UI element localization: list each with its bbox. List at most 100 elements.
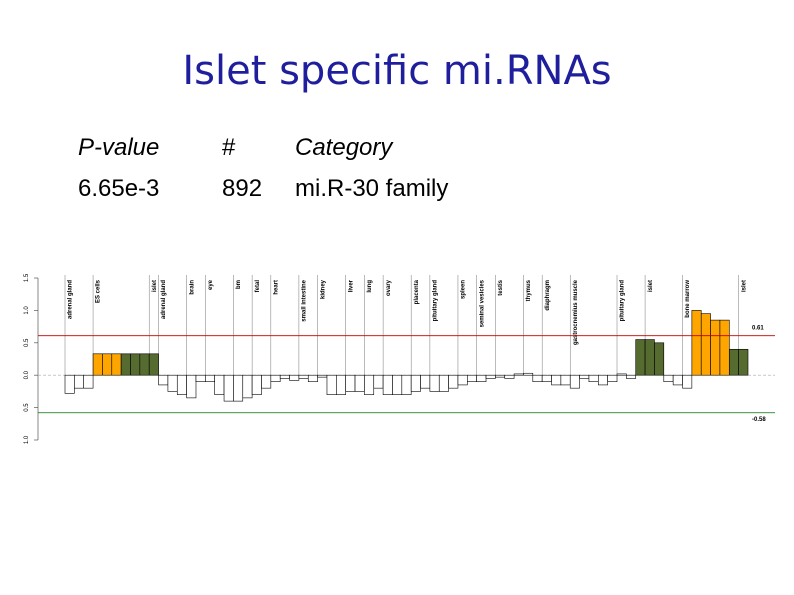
bar	[74, 374, 85, 389]
bar	[719, 319, 730, 376]
bar	[223, 374, 234, 402]
bar	[560, 374, 571, 386]
slide-title: Islet specific mi.RNAs	[182, 48, 612, 94]
bar	[682, 374, 693, 389]
group-label: islet	[741, 280, 747, 292]
cell: mi.R-30 family	[295, 175, 449, 202]
y-tick-label: 1.0	[24, 435, 30, 444]
bar	[317, 374, 328, 378]
bar	[644, 339, 655, 376]
y-tick-label: 0.5	[24, 338, 30, 347]
bar	[654, 342, 665, 376]
y-tick-label: 1.0	[24, 306, 30, 315]
bar	[354, 374, 365, 392]
group-label: diaphragm	[545, 280, 551, 311]
bar	[700, 313, 711, 376]
bar	[392, 374, 403, 395]
bar	[382, 374, 393, 395]
bar	[214, 374, 225, 395]
bar	[261, 374, 272, 389]
bar	[195, 374, 206, 382]
bar	[485, 374, 496, 379]
bar	[401, 374, 412, 395]
y-tick-label: 0.5	[24, 403, 30, 412]
bar	[532, 374, 543, 382]
cell: 892	[222, 175, 263, 202]
bar	[710, 319, 721, 376]
group-label: ES cells	[96, 279, 102, 303]
bar	[279, 374, 290, 379]
header-cell: Category	[295, 134, 393, 161]
bar	[728, 348, 739, 376]
threshold-label: 0.61	[752, 326, 764, 332]
bar	[476, 374, 487, 382]
bar	[663, 374, 674, 382]
bar	[569, 374, 580, 389]
bar	[130, 353, 141, 376]
bar	[588, 374, 599, 382]
group-label: eye	[208, 279, 214, 290]
y-tick-label: 1.5	[24, 273, 30, 282]
bar	[167, 374, 178, 392]
bar	[270, 374, 281, 382]
group-label: pituitary gland	[433, 280, 439, 322]
cell: 6.65e-3	[78, 175, 160, 202]
bar	[579, 374, 590, 379]
y-tick-label: 0.0	[24, 370, 30, 379]
bar	[139, 353, 150, 376]
bar	[102, 353, 113, 376]
group-label: adrenal gland	[161, 280, 167, 319]
bar	[410, 374, 421, 392]
bar	[336, 374, 346, 395]
threshold-label: -0.58	[752, 417, 766, 423]
bar	[429, 374, 440, 392]
bar	[523, 372, 534, 376]
group-label: heart	[274, 280, 280, 295]
bar	[307, 374, 318, 382]
bar	[598, 374, 608, 386]
bar	[111, 353, 122, 376]
bar	[64, 374, 75, 394]
group-label: fetal	[255, 280, 261, 293]
header-cell: #	[222, 134, 236, 161]
bar	[251, 374, 262, 395]
bar	[120, 353, 131, 376]
group-label: kidney	[320, 279, 326, 299]
group-label: placenta	[414, 279, 420, 304]
group-label: bm	[236, 280, 242, 289]
bar	[504, 374, 515, 379]
bar	[635, 339, 646, 376]
bar	[467, 374, 477, 382]
bar	[83, 374, 94, 389]
bar	[289, 374, 300, 381]
group-label: pituitary gland	[620, 280, 626, 322]
bar	[607, 374, 618, 382]
group-label: liver	[348, 279, 354, 292]
group-label: gastrocnemius muscle	[573, 279, 579, 345]
bar	[420, 374, 431, 389]
bar	[448, 374, 459, 389]
bar	[691, 310, 702, 376]
group-label: thymus	[526, 279, 532, 301]
bar	[364, 374, 375, 395]
group-label: lung	[367, 280, 373, 293]
group-label: islet	[152, 280, 158, 292]
bar	[92, 353, 103, 376]
group-label: brain	[189, 280, 195, 295]
bar	[626, 374, 637, 379]
bar	[176, 374, 187, 395]
bar	[457, 374, 468, 386]
group-label: spleen	[461, 280, 467, 299]
bar	[495, 374, 506, 378]
group-label: bone marrow	[685, 280, 691, 318]
bar	[541, 374, 552, 382]
bar	[373, 374, 384, 389]
group-label: testis	[498, 279, 504, 295]
bar	[513, 373, 524, 376]
bar	[345, 374, 356, 392]
bar	[242, 374, 253, 399]
group-label: islet	[648, 280, 654, 292]
bar	[738, 348, 749, 376]
